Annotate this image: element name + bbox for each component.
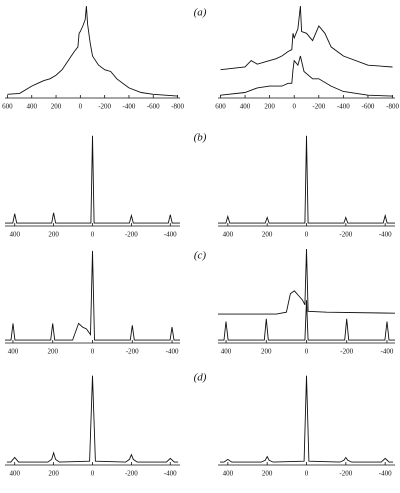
x-tick-label: -400 — [381, 348, 394, 356]
x-tick-label: 400 — [9, 470, 20, 478]
x-tick-label: 0 — [91, 348, 95, 356]
spectrum — [220, 5, 393, 71]
x-tick-label: -200 — [312, 103, 325, 111]
x-tick-label: -200 — [125, 470, 138, 478]
x-tick-label: 0 — [305, 348, 309, 356]
x-tick-label: 200 — [261, 348, 272, 356]
x-tick-label: 600 — [215, 103, 226, 111]
panel-label: (a) — [194, 7, 207, 19]
x-tick-label: -600 — [362, 103, 375, 111]
x-tick-label: 200 — [48, 231, 59, 239]
x-tick-label: -200 — [339, 470, 352, 478]
x-tick-label: -400 — [337, 103, 350, 111]
spectrum — [7, 5, 178, 97]
x-tick-label: 0 — [91, 470, 95, 478]
x-tick-label: 200 — [47, 348, 58, 356]
panel-label: (b) — [194, 132, 207, 144]
x-tick-label: 400 — [26, 103, 37, 111]
x-tick-label: -800 — [386, 103, 399, 111]
spectrum — [6, 375, 179, 463]
x-tick-label: 0 — [79, 103, 83, 111]
spectrum — [5, 135, 180, 224]
x-tick-label: 200 — [48, 470, 59, 478]
x-tick-label: -600 — [147, 103, 160, 111]
x-tick-label: 400 — [221, 348, 232, 356]
x-tick-label: 400 — [223, 470, 234, 478]
x-tick-label: -400 — [379, 470, 392, 478]
spectrum — [220, 375, 393, 463]
x-tick-label: 400 — [240, 103, 251, 111]
x-tick-label: 400 — [223, 231, 234, 239]
x-tick-label: -200 — [339, 231, 352, 239]
x-tick-label: 200 — [264, 103, 275, 111]
spectrum — [218, 300, 395, 341]
x-tick-label: 200 — [262, 470, 273, 478]
x-tick-label: -200 — [126, 348, 139, 356]
x-tick-label: 0 — [305, 231, 309, 239]
x-tick-label: 0 — [292, 103, 296, 111]
x-tick-label: -200 — [340, 348, 353, 356]
panel-label: (d) — [194, 372, 207, 384]
x-tick-label: 400 — [8, 348, 19, 356]
x-tick-label: -200 — [98, 103, 111, 111]
x-tick-label: 0 — [305, 470, 309, 478]
x-tick-label: 200 — [51, 103, 62, 111]
spectrum — [220, 55, 393, 97]
x-tick-label: 600 — [2, 103, 13, 111]
x-tick-label: -400 — [123, 103, 136, 111]
x-tick-label: -400 — [164, 470, 177, 478]
x-tick-label: -200 — [125, 231, 138, 239]
x-tick-label: -400 — [164, 231, 177, 239]
x-tick-label: -400 — [379, 231, 392, 239]
spectrum — [218, 248, 396, 315]
x-tick-label: 200 — [262, 231, 273, 239]
x-tick-label: 400 — [9, 231, 20, 239]
x-tick-label: 0 — [91, 231, 95, 239]
panel-label: (c) — [194, 250, 207, 262]
x-tick-label: -800 — [171, 103, 184, 111]
spectrum — [5, 250, 180, 341]
x-tick-label: -400 — [166, 348, 179, 356]
spectrum — [218, 135, 395, 224]
